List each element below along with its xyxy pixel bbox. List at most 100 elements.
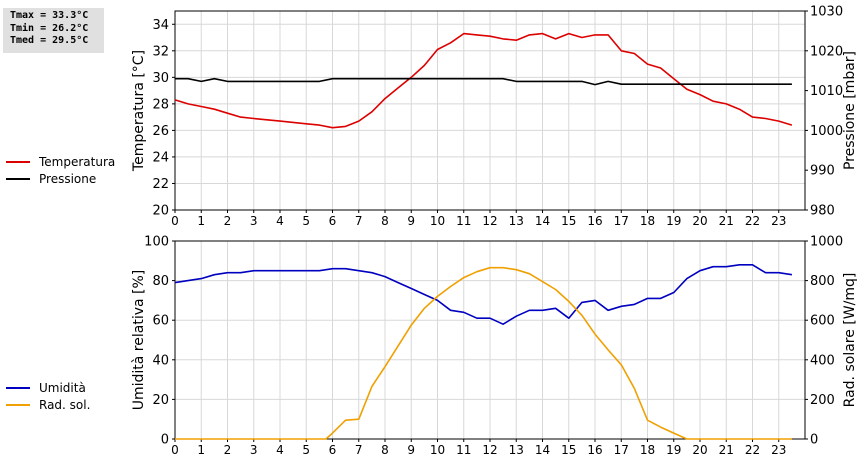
y2-axis-title: Pressione [mbar]	[842, 51, 858, 170]
x-tick-label: 6	[329, 214, 337, 228]
x-tick-label: 10	[430, 443, 445, 457]
y2-tick-label: 1000	[810, 235, 843, 250]
x-tick-label: 16	[587, 443, 602, 457]
x-tick-label: 14	[535, 214, 550, 228]
x-tick-label: 3	[250, 443, 258, 457]
tmin-text: Tmin = 26.2°C	[10, 22, 89, 34]
x-tick-label: 22	[745, 443, 760, 457]
x-tick-label: 7	[355, 214, 363, 228]
x-tick-label: 12	[482, 443, 497, 457]
x-tick-label: 7	[355, 443, 363, 457]
legend-label: Pressione	[39, 171, 97, 186]
legend-label: Umidità	[39, 380, 86, 395]
x-tick-label: 12	[482, 214, 497, 228]
y2-tick-label: 1020	[810, 44, 843, 59]
x-tick-label: 5	[302, 443, 310, 457]
y-axis-title: Umidità relativa [%]	[131, 270, 147, 411]
y-tick-label: 40	[152, 353, 169, 368]
legend-item-pressione: Pressione	[6, 170, 115, 187]
x-tick-label: 18	[640, 214, 655, 228]
x-tick-label: 15	[561, 443, 576, 457]
y-tick-label: 0	[161, 433, 169, 448]
panel-top: 0 1 2 3 4 5 6 7 8 9 10 11 12 13 14 15 16 17 18 19 20 21 22 2320…	[131, 5, 858, 229]
x-tick-label: 13	[509, 214, 524, 228]
series-line-umidit	[174, 263, 793, 326]
radsol-swatch	[6, 403, 30, 406]
series-line-pressione	[175, 77, 792, 86]
temperatura-swatch	[6, 160, 30, 163]
x-tick-label: 0	[171, 214, 179, 228]
y-tick-label: 24	[152, 150, 169, 165]
x-tick-label: 1	[197, 443, 205, 457]
series-line-rad-sol	[175, 266, 792, 440]
x-tick-label: 9	[407, 214, 415, 228]
panel-bottom: 0 1 2 3 4 5 6 7 8 9 10 11 12 13 14 15 16 17 18 19 20 21 22 2302…	[131, 235, 858, 458]
y-tick-label: 32	[152, 44, 169, 59]
x-tick-label: 8	[381, 443, 389, 457]
y-axis-title: Temperatura [°C]	[131, 50, 147, 172]
x-tick-label: 10	[430, 214, 445, 228]
legend-item-radsol: Rad. sol.	[6, 396, 90, 413]
y2-tick-label: 980	[810, 204, 835, 219]
x-tick-label: 4	[276, 443, 284, 457]
x-tick-label: 0	[171, 443, 179, 457]
legend-item-temperatura: Temperatura	[6, 153, 115, 170]
legend-bottom: Umidità Rad. sol.	[6, 379, 90, 413]
x-tick-label: 17	[614, 214, 629, 228]
x-tick-label: 19	[666, 214, 681, 228]
legend-label: Temperatura	[39, 154, 116, 169]
x-tick-label: 21	[719, 214, 734, 228]
y2-tick-label: 600	[810, 314, 835, 329]
y-tick-label: 26	[152, 124, 169, 139]
tmed-text: Tmed = 29.5°C	[10, 35, 89, 46]
x-tick-label: 23	[771, 443, 786, 457]
x-tick-label: 3	[250, 214, 258, 228]
y2-tick-label: 1000	[810, 124, 843, 139]
x-tick-label: 6	[329, 443, 337, 457]
legend-label: Rad. sol.	[39, 397, 91, 412]
x-tick-label: 20	[692, 214, 707, 228]
y2-tick-label: 400	[810, 353, 835, 368]
x-tick-label: 20	[692, 443, 707, 457]
x-tick-label: 11	[456, 443, 471, 457]
y-tick-label: 30	[152, 71, 169, 86]
y2-tick-label: 0	[810, 433, 818, 448]
x-tick-label: 2	[224, 443, 232, 457]
x-tick-label: 19	[666, 443, 681, 457]
x-tick-label: 16	[587, 214, 602, 228]
x-tick-label: 8	[381, 214, 389, 228]
x-tick-label: 4	[276, 214, 284, 228]
umidita-swatch	[6, 386, 30, 389]
y-tick-label: 28	[152, 97, 169, 112]
x-tick-label: 14	[535, 443, 550, 457]
x-tick-label: 17	[614, 443, 629, 457]
pressione-swatch	[6, 177, 30, 180]
y2-tick-label: 200	[810, 393, 835, 408]
x-tick-label: 21	[719, 443, 734, 457]
x-tick-label: 23	[771, 214, 786, 228]
y2-tick-label: 800	[810, 274, 835, 289]
tmax-text: Tmax = 33.3°C	[10, 10, 89, 21]
x-tick-label: 15	[561, 214, 576, 228]
y2-tick-label: 1010	[810, 84, 843, 99]
y-tick-label: 60	[152, 314, 169, 329]
x-tick-label: 1	[197, 214, 205, 228]
x-tick-label: 9	[407, 443, 415, 457]
y2-tick-label: 1030	[810, 5, 843, 20]
y-tick-label: 100	[144, 235, 169, 250]
x-tick-label: 13	[509, 443, 524, 457]
y-tick-label: 80	[152, 274, 169, 289]
legend-top: Temperatura Pressione	[6, 153, 115, 187]
x-tick-label: 5	[302, 214, 310, 228]
y-tick-label: 20	[152, 204, 169, 219]
x-tick-label: 22	[745, 214, 760, 228]
x-tick-label: 2	[224, 214, 232, 228]
y-tick-label: 22	[152, 177, 169, 192]
x-tick-label: 18	[640, 443, 655, 457]
y-tick-label: 20	[152, 393, 169, 408]
y-tick-label: 34	[152, 18, 169, 33]
series-line-temperatura	[174, 32, 793, 129]
stats-box: Tmax = 33.3°C Tmin = 26.2°C Tmed = 29.5°…	[3, 8, 104, 53]
x-tick-label: 11	[456, 214, 471, 228]
